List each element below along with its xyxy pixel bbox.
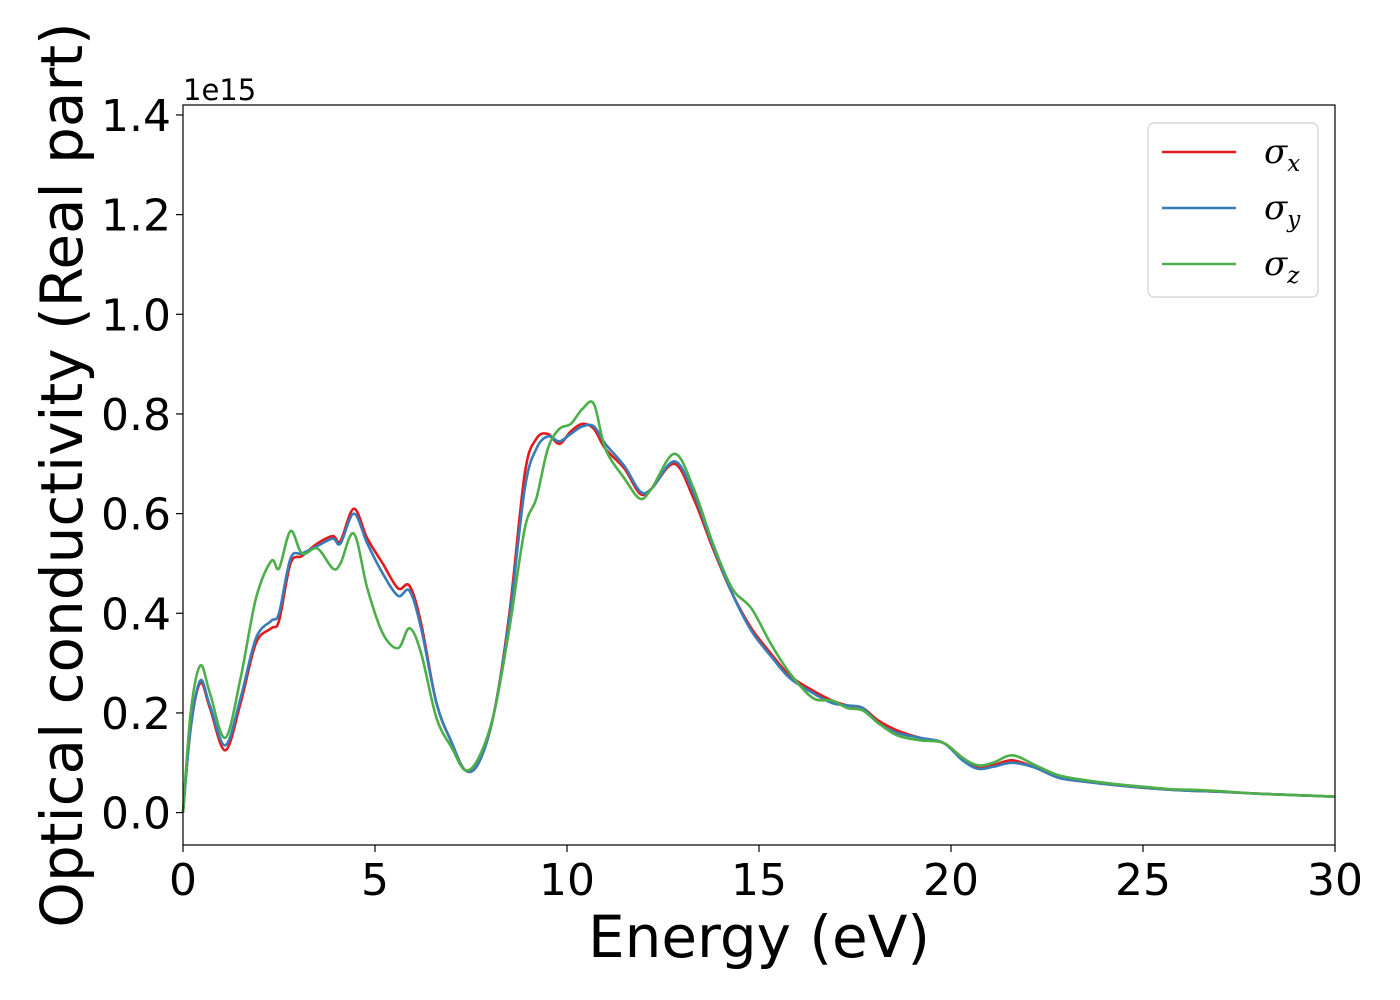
legend-label-y: σy [1264,188,1301,233]
legend-frame [1147,122,1319,298]
x-tick-label: 10 [539,855,595,906]
y-offset-label: 1e15 [183,73,256,107]
y-axis: 0.0 0.2 0.4 0.6 0.8 1.0 1.2 1.4 [101,91,183,840]
y-axis-title: Optical conductivity (Real part) [28,22,96,927]
series-line-x [181,422,1336,813]
y-tick-label: 0.4 [101,589,171,640]
x-tick-label: 0 [169,855,197,906]
legend-label-x: σx [1264,132,1300,177]
series-layer [181,400,1336,813]
x-axis-title: Energy (eV) [588,903,930,971]
x-tick-label: 20 [923,855,979,906]
legend-label-z: σz [1264,244,1300,289]
y-tick-label: 1.4 [101,91,171,142]
y-tick-label: 1.2 [101,191,171,242]
y-tick-label: 1.0 [101,290,171,341]
plot-area [183,105,1335,845]
series-line-z [181,400,1336,813]
x-tick-label: 25 [1115,855,1171,906]
y-tick-label: 0.2 [101,689,171,740]
x-tick-label: 5 [361,855,389,906]
x-axis: 0 5 10 15 20 25 30 [169,845,1363,906]
x-tick-label: 30 [1307,855,1363,906]
legend: σx σy σz [1147,122,1319,298]
series-line-y [181,423,1336,813]
y-tick-label: 0.8 [101,390,171,441]
y-tick-label: 0.0 [101,789,171,840]
x-tick-label: 15 [731,855,787,906]
y-tick-label: 0.6 [101,490,171,541]
